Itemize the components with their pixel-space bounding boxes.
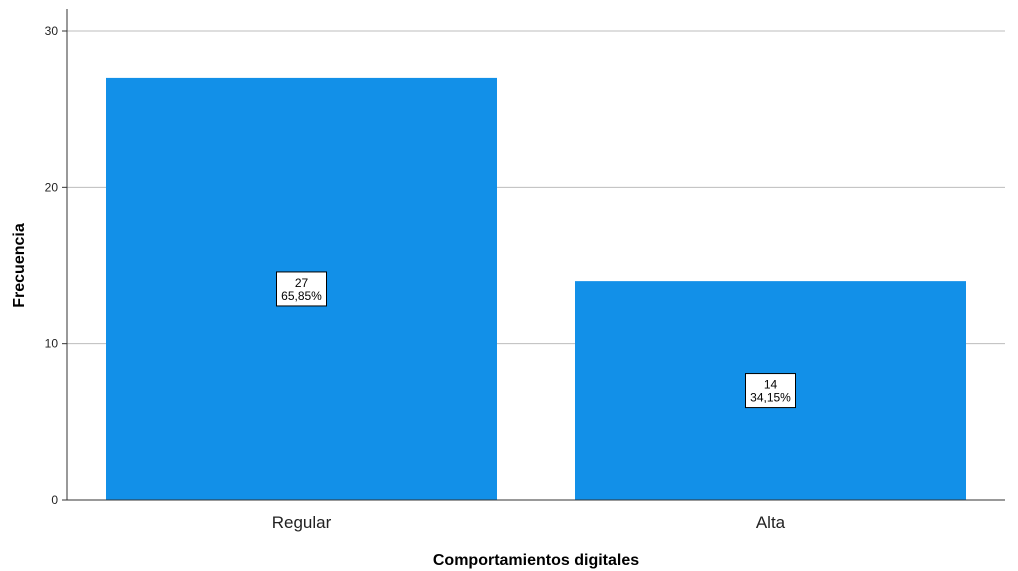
x-axis-title: Comportamientos digitales — [433, 552, 639, 569]
y-tick-labels: 0 10 20 30 — [45, 24, 67, 507]
x-tick-label: Regular — [272, 513, 332, 532]
y-tick-label: 0 — [51, 493, 58, 507]
y-tick-label: 10 — [45, 337, 59, 351]
data-label-percent: 34,15% — [750, 391, 791, 405]
data-label-count: 27 — [295, 276, 309, 290]
y-tick-label: 30 — [45, 24, 59, 38]
x-tick-labels: Regular Alta — [272, 513, 786, 532]
data-label-box — [276, 271, 327, 307]
y-tick-label: 20 — [45, 180, 59, 194]
data-label-percent: 65,85% — [281, 289, 322, 303]
data-label-box — [745, 373, 796, 409]
axes — [66, 9, 1005, 501]
bars — [106, 77, 966, 501]
y-axis-title: Frecuencia — [11, 223, 28, 308]
data-label-count: 14 — [764, 378, 778, 392]
x-tick-label: Alta — [756, 513, 786, 532]
